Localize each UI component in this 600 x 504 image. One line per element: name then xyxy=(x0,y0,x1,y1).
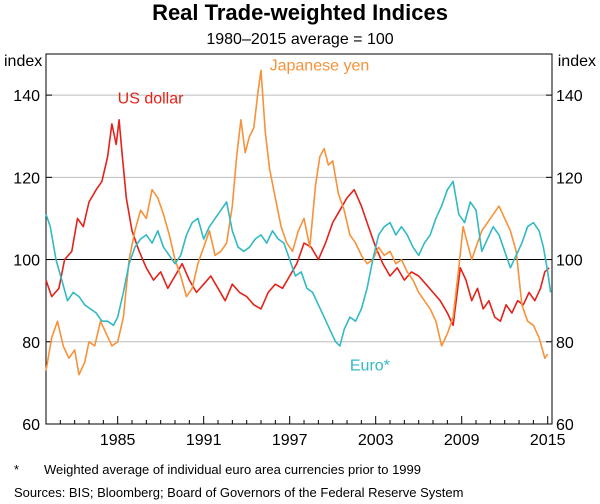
y-tick-label-right: 100 xyxy=(556,253,583,270)
x-tick-label: 1985 xyxy=(100,432,136,449)
series-label-us-dollar: US dollar xyxy=(118,90,184,107)
y-tick-label-left: 60 xyxy=(22,417,40,434)
footnote-asterisk-mark: * xyxy=(14,462,20,477)
x-tick-label: 2009 xyxy=(444,432,480,449)
series-line-us-dollar xyxy=(45,119,550,327)
y-tick-label-right: 80 xyxy=(556,335,574,352)
y-axis-label-right: index xyxy=(558,53,596,70)
plot-frame xyxy=(45,53,553,425)
footnote-asterisk: * Weighted average of individual euro are… xyxy=(14,462,421,477)
series-label-japanese-yen: Japanese yen xyxy=(270,57,370,74)
footnote-asterisk-text: Weighted average of individual euro area… xyxy=(44,462,421,477)
y-tick-label-left: 100 xyxy=(13,253,40,270)
y-tick-label-left: 140 xyxy=(13,88,40,105)
footnote-sources: Sources: BIS; Bloomberg; Board of Govern… xyxy=(14,485,464,500)
x-tick-label: 1991 xyxy=(186,432,222,449)
x-tick-label: 2003 xyxy=(358,432,394,449)
series-line-euro xyxy=(45,180,552,347)
x-tick-label: 2015 xyxy=(530,432,566,449)
chart-title: Real Trade-weighted Indices xyxy=(152,0,448,25)
chart-subtitle: 1980–2015 average = 100 xyxy=(206,31,393,48)
y-tick-label-right: 120 xyxy=(556,170,583,187)
y-axis-label-left: index xyxy=(4,53,42,70)
series-line-japanese-yen xyxy=(45,69,549,376)
series-label-euro: Euro* xyxy=(350,358,390,375)
y-tick-label-right: 140 xyxy=(556,88,583,105)
x-tick-label: 1997 xyxy=(272,432,308,449)
plot-area: 60 60 80 80 100 100 120 120 140 140 1985 1991 1997 20… xyxy=(13,53,583,449)
y-tick-label-left: 80 xyxy=(22,335,40,352)
y-tick-label-right: 60 xyxy=(556,417,574,434)
y-tick-label-left: 120 xyxy=(13,170,40,187)
